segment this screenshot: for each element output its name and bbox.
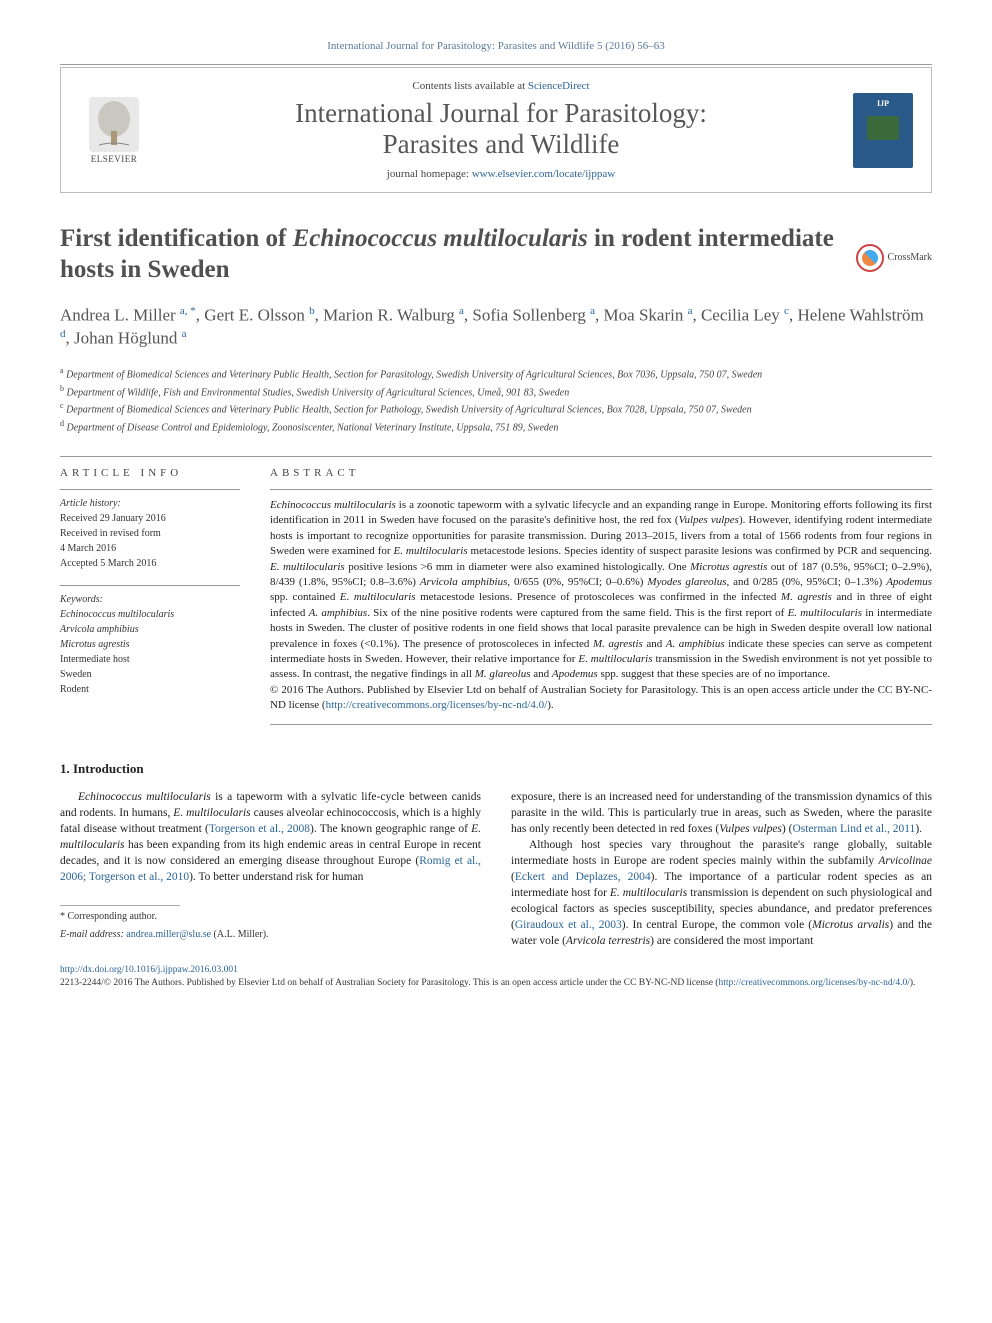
issn-close: ). — [910, 978, 916, 988]
keyword: Rodent — [60, 684, 89, 695]
header-center: Contents lists available at ScienceDirec… — [165, 80, 837, 180]
doi-footer: http://dx.doi.org/10.1016/j.ijppaw.2016.… — [60, 964, 932, 991]
body-column-left: Echinococcus multilocularis is a tapewor… — [60, 789, 481, 950]
history-line: Received 29 January 2016 — [60, 513, 166, 524]
article-info-heading: ARTICLE INFO — [60, 467, 240, 479]
top-divider — [60, 64, 932, 65]
journal-name: International Journal for Parasitology: … — [165, 98, 837, 160]
affiliation-line: c Department of Biomedical Sciences and … — [60, 400, 932, 418]
keyword: Echinococcus multilocularis — [60, 609, 174, 620]
abstract-column: ABSTRACT Echinococcus multilocularis is … — [270, 467, 932, 730]
affiliation-line: a Department of Biomedical Sciences and … — [60, 365, 932, 383]
contents-lists-line: Contents lists available at ScienceDirec… — [165, 80, 837, 92]
author-email-link[interactable]: andrea.miller@slu.se — [126, 929, 211, 940]
crossmark-badge[interactable]: CrossMark — [856, 244, 932, 272]
author-list: Andrea L. Miller a, *, Gert E. Olsson b,… — [60, 304, 932, 351]
abstract-bottom-divider — [270, 724, 932, 725]
journal-name-line1: International Journal for Parasitology: — [295, 98, 707, 128]
history-line: Accepted 5 March 2016 — [60, 558, 156, 569]
body-column-right: exposure, there is an increased need for… — [511, 789, 932, 950]
corresponding-author-note: * Corresponding author. — [60, 910, 481, 924]
section-divider — [60, 456, 932, 457]
crossmark-label: CrossMark — [888, 252, 932, 263]
homepage-prefix: journal homepage: — [387, 168, 472, 180]
email-suffix: (A.L. Miller). — [211, 929, 269, 940]
keyword: Intermediate host — [60, 654, 130, 665]
history-label: Article history: — [60, 498, 121, 509]
elsevier-text: ELSEVIER — [91, 154, 138, 164]
article-info-column: ARTICLE INFO Article history: Received 2… — [60, 467, 240, 730]
article-title: First identification of Echinococcus mul… — [60, 223, 932, 286]
keyword: Microtus agrestis — [60, 639, 130, 650]
affiliation-line: d Department of Disease Control and Epid… — [60, 418, 932, 436]
abstract-text: Echinococcus multilocularis is a zoonoti… — [270, 489, 932, 713]
affiliations: a Department of Biomedical Sciences and … — [60, 365, 932, 436]
elsevier-logo[interactable]: ELSEVIER — [79, 90, 149, 170]
history-line: 4 March 2016 — [60, 543, 116, 554]
keyword: Arvicola amphibius — [60, 624, 139, 635]
email-label: E-mail address: — [60, 929, 126, 940]
crossmark-icon — [856, 244, 884, 272]
abstract-copyright: © 2016 The Authors. Published by Elsevie… — [270, 684, 932, 711]
keywords-block: Keywords: Echinococcus multilocularis Arv… — [60, 585, 240, 697]
article-history-block: Article history: Received 29 January 201… — [60, 489, 240, 571]
homepage-line: journal homepage: www.elsevier.com/locat… — [165, 168, 837, 180]
ijp-text: IJP — [877, 99, 889, 108]
email-footnote: E-mail address: andrea.miller@slu.se (A.… — [60, 928, 481, 942]
abstract-body: Echinococcus multilocularis is a zoonoti… — [270, 499, 932, 680]
journal-reference: International Journal for Parasitology: … — [60, 40, 932, 52]
affiliation-line: b Department of Wildlife, Fish and Envir… — [60, 383, 932, 401]
sciencedirect-link[interactable]: ScienceDirect — [528, 80, 590, 92]
journal-header: ELSEVIER Contents lists available at Sci… — [60, 67, 932, 193]
history-line: Received in revised form — [60, 528, 161, 539]
homepage-link[interactable]: www.elsevier.com/locate/ijppaw — [472, 168, 615, 180]
section-1-heading: 1. Introduction — [60, 761, 932, 777]
journal-name-line2: Parasites and Wildlife — [383, 129, 620, 159]
issn-copyright-line: 2213-2244/© 2016 The Authors. Published … — [60, 978, 718, 988]
info-abstract-row: ARTICLE INFO Article history: Received 2… — [60, 467, 932, 730]
ijp-cover-thumbnail[interactable]: IJP — [853, 93, 913, 168]
contents-prefix: Contents lists available at — [412, 80, 527, 92]
body-text-columns: Echinococcus multilocularis is a tapewor… — [60, 789, 932, 950]
doi-link[interactable]: http://dx.doi.org/10.1016/j.ijppaw.2016.… — [60, 965, 238, 975]
footnote-divider — [60, 905, 180, 906]
abstract-heading: ABSTRACT — [270, 467, 932, 479]
cc-license-link[interactable]: http://creativecommons.org/licenses/by-n… — [718, 978, 909, 988]
keyword: Sweden — [60, 669, 92, 680]
elsevier-tree-icon — [89, 97, 139, 152]
keywords-label: Keywords: — [60, 594, 103, 605]
body-col1-text: Echinococcus multilocularis is a tapewor… — [60, 789, 481, 886]
